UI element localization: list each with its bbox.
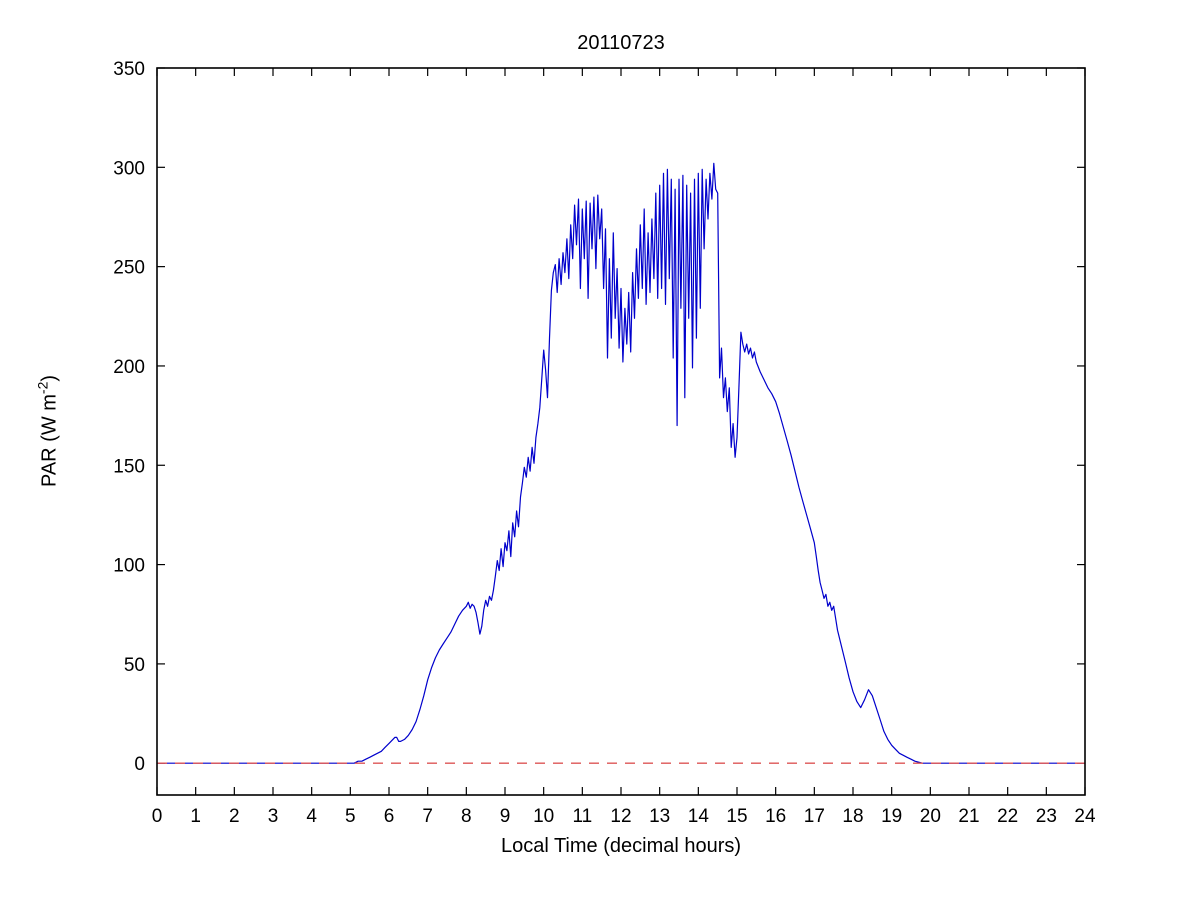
- x-tick-label: 6: [384, 806, 395, 827]
- x-tick-label: 15: [726, 806, 747, 827]
- x-tick-label: 4: [306, 806, 317, 827]
- y-tick-label: 0: [134, 754, 145, 775]
- axes-box: [156, 67, 1086, 796]
- x-tick-label: 13: [649, 806, 670, 827]
- y-tick-label: 50: [124, 655, 145, 676]
- x-tick-label: 0: [152, 806, 163, 827]
- x-tick-label: 22: [997, 806, 1018, 827]
- x-tick-label: 12: [610, 806, 631, 827]
- y-tick-label: 250: [113, 258, 145, 279]
- x-axis-label: Local Time (decimal hours): [500, 835, 742, 857]
- x-tick-label: 3: [268, 806, 279, 827]
- x-tick-label: 11: [572, 806, 592, 827]
- x-tick-label: 14: [688, 806, 710, 827]
- y-axis-label-superscript: -2: [34, 381, 51, 395]
- y-tick-label: 100: [113, 556, 145, 577]
- x-tick-label: 17: [804, 806, 825, 827]
- x-tick-label: 19: [881, 806, 902, 827]
- x-tick-label: 5: [345, 806, 356, 827]
- series-line-par: [157, 162, 1085, 764]
- x-tick-label: 1: [190, 806, 201, 827]
- x-tick-label: 18: [842, 806, 863, 827]
- x-tick-label: 8: [461, 806, 472, 827]
- y-axis-label: PAR (W m-2): [35, 375, 62, 487]
- x-tick-label: 24: [1074, 806, 1096, 827]
- x-tick-label: 16: [765, 806, 786, 827]
- x-tick-label: 2: [229, 806, 240, 827]
- x-tick-label: 21: [958, 806, 979, 827]
- x-tick-label: 20: [920, 806, 941, 827]
- y-tick-label: 200: [113, 357, 145, 378]
- x-tick-label: 23: [1036, 806, 1057, 827]
- chart-title: 20110723: [577, 32, 665, 54]
- x-tick-label: 7: [422, 806, 433, 827]
- y-tick-label: 150: [113, 456, 145, 477]
- y-tick-label: 300: [113, 158, 145, 179]
- x-tick-label: 9: [500, 806, 511, 827]
- y-tick-label: 350: [113, 59, 145, 80]
- x-tick-label: 10: [533, 806, 554, 827]
- y-axis-label-text: PAR (W m: [38, 394, 61, 488]
- plot-area: [157, 68, 1085, 795]
- y-axis-label-close: ): [38, 374, 61, 382]
